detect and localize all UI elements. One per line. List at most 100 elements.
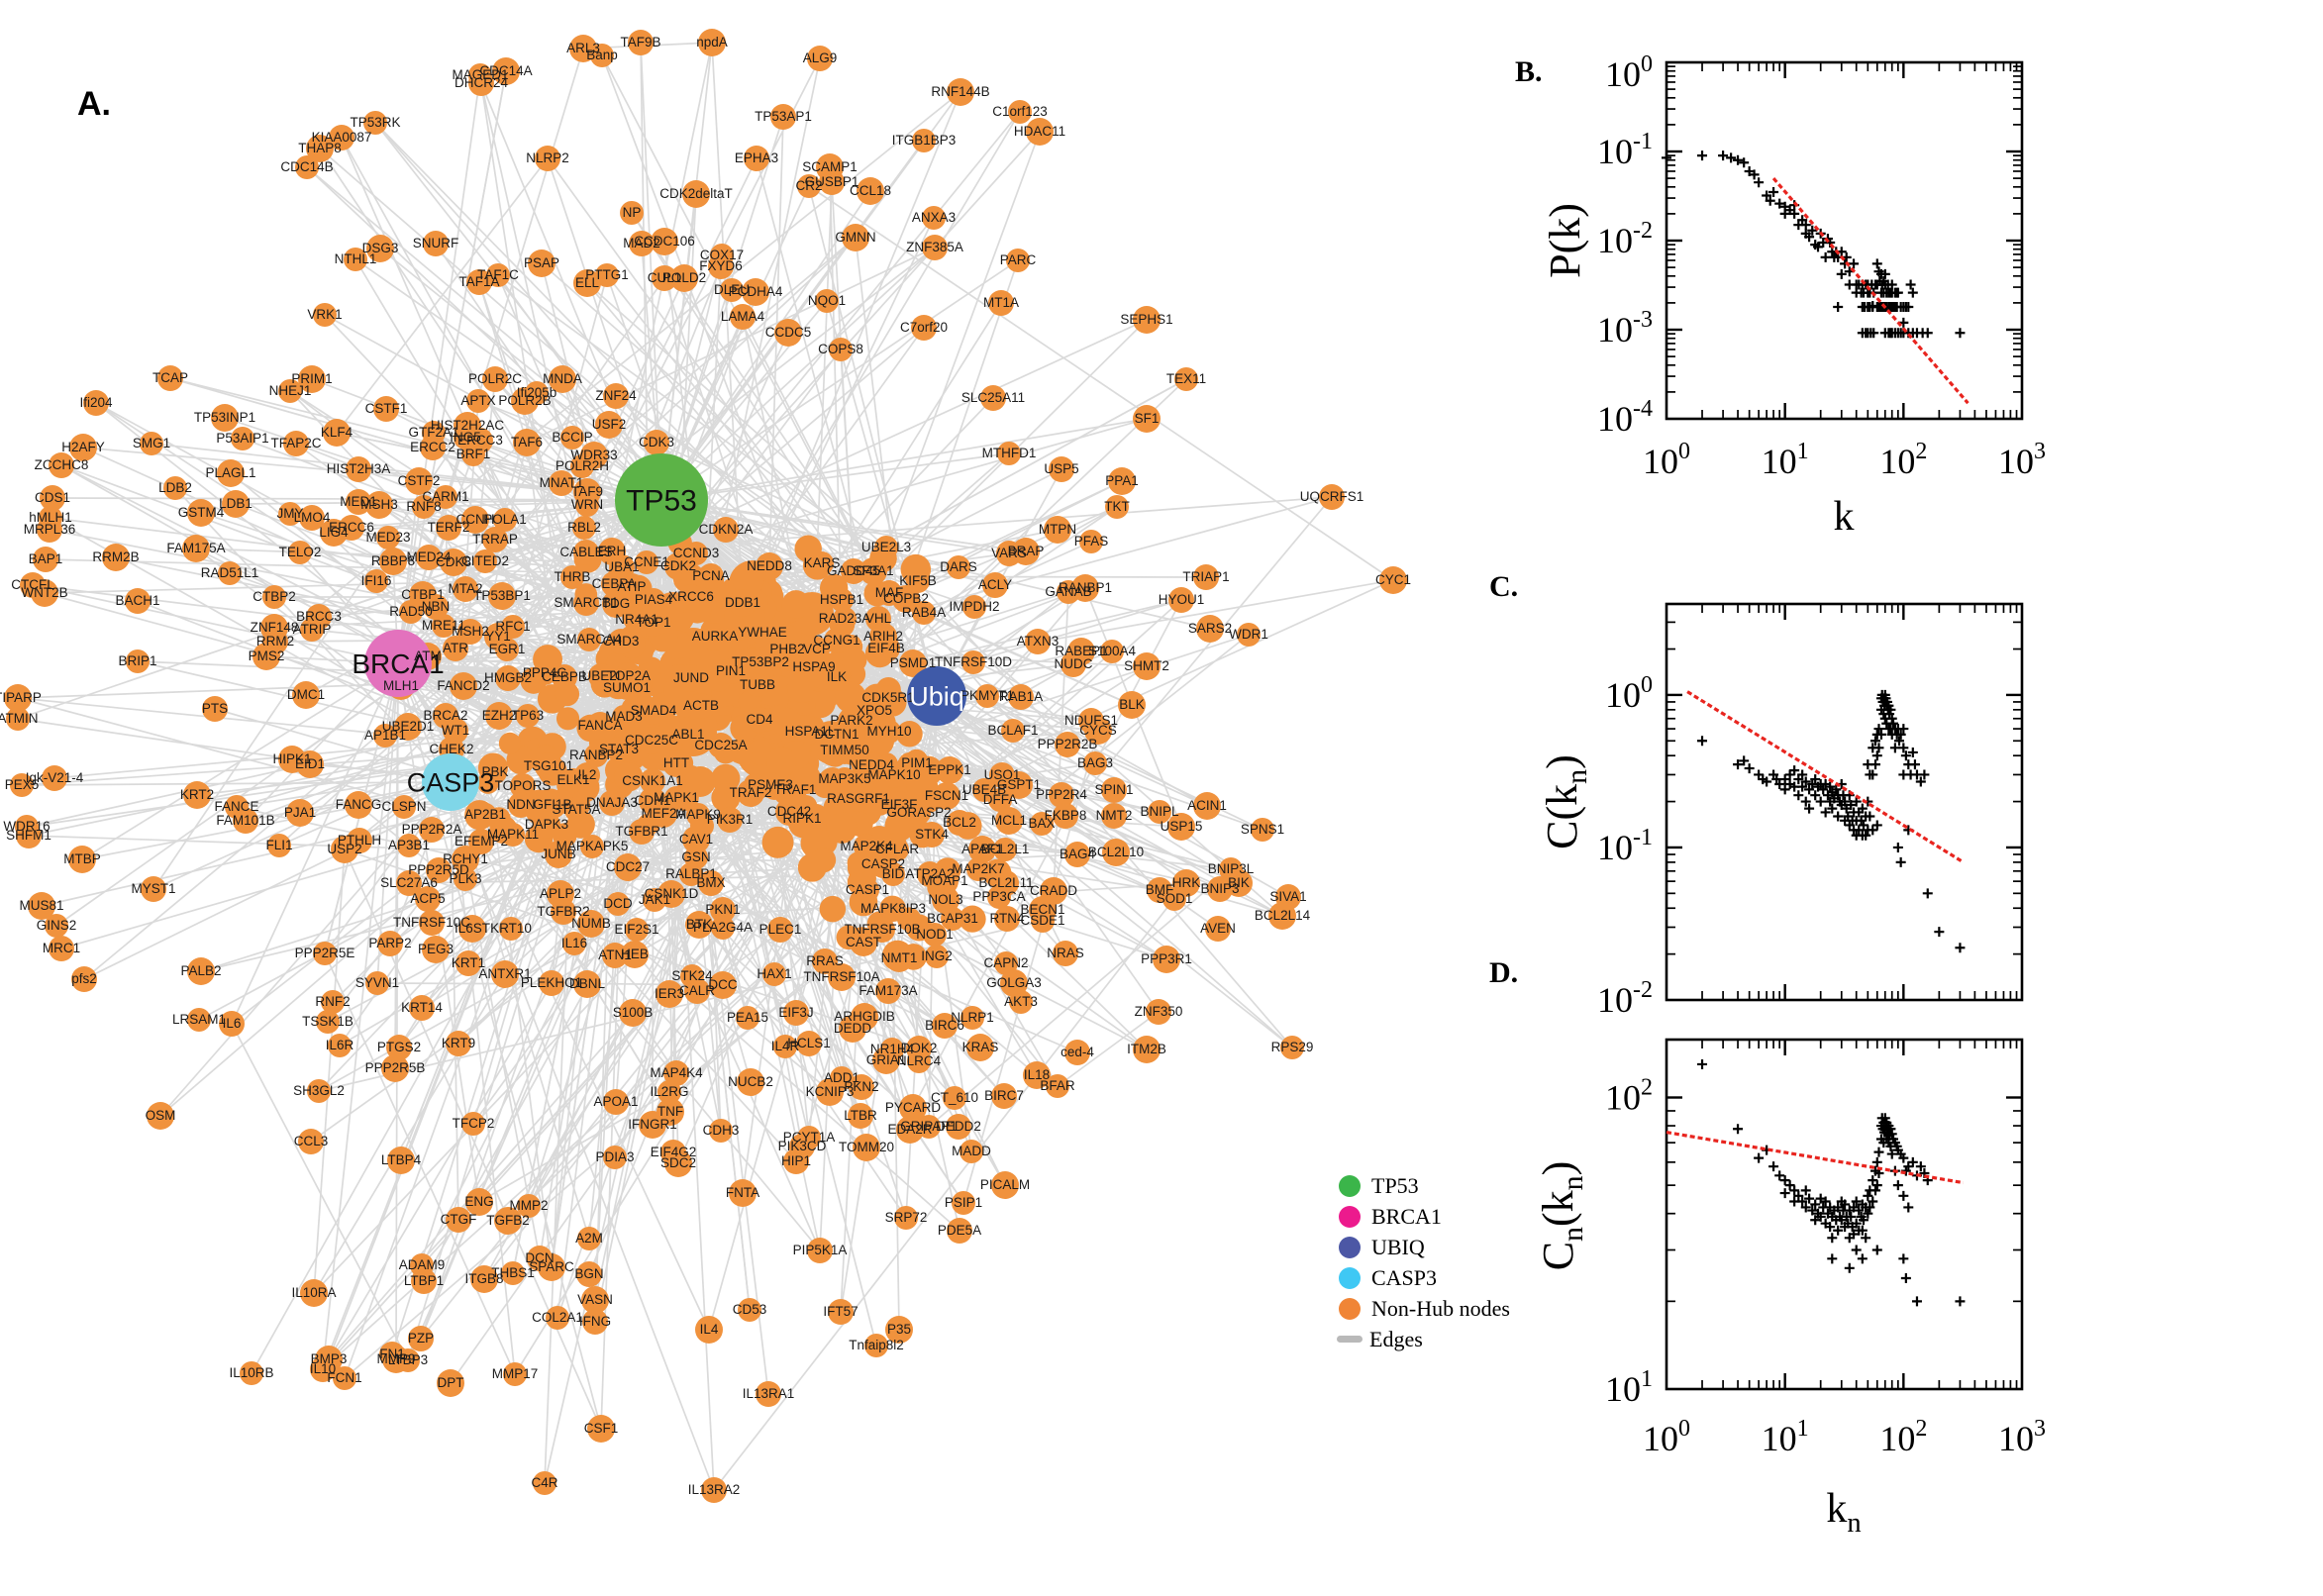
node-label: BIRC7 bbox=[984, 1088, 1024, 1103]
network-node bbox=[664, 1149, 692, 1177]
node-label: TUBB bbox=[740, 677, 775, 692]
node-label: PLA2G4A bbox=[693, 920, 753, 935]
network-node bbox=[562, 932, 586, 955]
network-node bbox=[409, 995, 435, 1021]
network-node bbox=[584, 744, 608, 767]
network-node bbox=[737, 1068, 764, 1096]
node-label: KIAA0087 bbox=[312, 130, 372, 145]
node-label: TAF9B bbox=[620, 35, 660, 50]
node-label: DARS bbox=[940, 559, 977, 574]
network-node bbox=[640, 697, 667, 725]
network-node bbox=[685, 911, 713, 939]
node-label: PBK bbox=[481, 764, 508, 779]
node-label: WDR16 bbox=[3, 819, 50, 834]
svg-text:103: 103 bbox=[1998, 439, 2046, 481]
node-label: RPS29 bbox=[1271, 1040, 1314, 1054]
node-label: CDK5R1 bbox=[861, 690, 914, 705]
network-node bbox=[492, 57, 520, 85]
node-label: TNFRSF10D bbox=[935, 654, 1012, 669]
node-label: MAP3K5 bbox=[818, 771, 870, 786]
network-node bbox=[187, 957, 215, 985]
node-label: HIST2H2AC bbox=[431, 418, 505, 433]
node-label: DLEU bbox=[714, 282, 750, 297]
network-node bbox=[298, 365, 326, 393]
node-label: MSH3 bbox=[360, 497, 398, 512]
svg-text:100: 100 bbox=[1605, 51, 1653, 94]
network-node bbox=[295, 155, 319, 179]
network-node bbox=[885, 945, 913, 972]
network-node bbox=[625, 918, 649, 942]
node-label: JMY bbox=[277, 506, 304, 521]
network-node bbox=[1031, 909, 1055, 933]
node-label: PPP3R1 bbox=[1141, 951, 1192, 966]
network-node bbox=[313, 942, 337, 965]
network-node bbox=[517, 1194, 541, 1218]
node-label: CTBP2 bbox=[252, 589, 296, 604]
node-label: HSPA1L bbox=[785, 724, 836, 739]
node-label: RTN4 bbox=[989, 911, 1025, 926]
network-node bbox=[1009, 990, 1033, 1014]
node-label: XPO5 bbox=[857, 703, 892, 718]
network-node bbox=[570, 454, 594, 478]
network-node bbox=[629, 231, 655, 256]
node-label: CSTF1 bbox=[365, 401, 408, 416]
node-label: WDR33 bbox=[570, 448, 617, 462]
node-label: SUMO1 bbox=[603, 680, 651, 695]
node-label: ANTXR1 bbox=[478, 966, 531, 981]
network-node bbox=[1001, 719, 1025, 743]
network-node bbox=[1064, 842, 1090, 867]
node-label: MED23 bbox=[365, 530, 410, 545]
node-label: PDIA3 bbox=[595, 1149, 634, 1164]
node-label: ALG9 bbox=[803, 50, 838, 65]
node-label: EIF3J bbox=[778, 1005, 813, 1020]
network-node bbox=[494, 1207, 522, 1235]
node-label: PKN2 bbox=[844, 1079, 878, 1094]
network-node bbox=[483, 760, 507, 784]
node-label: KRT1 bbox=[452, 955, 485, 970]
network-node bbox=[947, 555, 970, 579]
network-node bbox=[147, 1102, 174, 1130]
node-label: CEBPA bbox=[592, 576, 637, 591]
node-label: MOAP1 bbox=[921, 873, 967, 888]
network-node bbox=[736, 1006, 759, 1030]
node-label: RNF144B bbox=[931, 84, 989, 99]
network-node bbox=[381, 1054, 409, 1082]
node-label: CDS1 bbox=[35, 490, 70, 505]
node-label: TNFRSF10A bbox=[803, 969, 879, 984]
node-label: GORASP2 bbox=[886, 805, 951, 820]
node-label: CLSPN bbox=[381, 799, 426, 814]
network-node bbox=[458, 915, 486, 943]
node-label: IFT57 bbox=[823, 1304, 858, 1319]
node-label: ARHGDIB bbox=[834, 1009, 895, 1024]
network-node bbox=[157, 365, 183, 391]
node-label: SF3A1 bbox=[853, 563, 893, 578]
network-node bbox=[801, 654, 827, 680]
node-label: PPP2R5E bbox=[295, 946, 355, 960]
network-node bbox=[422, 936, 450, 963]
node-label: SHFM1 bbox=[6, 828, 51, 843]
network-node bbox=[533, 811, 560, 839]
node-label: FCN1 bbox=[327, 1370, 361, 1385]
node-label: CSNK1D bbox=[645, 886, 699, 901]
network-node bbox=[991, 1083, 1017, 1109]
network-node bbox=[899, 1094, 927, 1122]
node-label: PRIM1 bbox=[291, 371, 332, 386]
node-label: GINS2 bbox=[37, 918, 77, 933]
network-node bbox=[664, 552, 692, 580]
hub-label-casp3: CASP3 bbox=[407, 767, 495, 797]
network-node bbox=[738, 1298, 761, 1322]
network-node bbox=[443, 636, 468, 661]
network-node bbox=[718, 658, 744, 684]
network-nodes bbox=[4, 29, 1407, 1503]
node-label: ACIN1 bbox=[1187, 798, 1227, 813]
node-label: FAM175A bbox=[166, 541, 225, 555]
axis-ticks bbox=[1666, 604, 2022, 1000]
node-label: ANXA3 bbox=[912, 210, 956, 225]
node-label: MAPK9 bbox=[675, 807, 721, 822]
node-label: GOLGA3 bbox=[986, 975, 1042, 990]
network-node bbox=[549, 365, 576, 393]
legend-color-swatch bbox=[1339, 1297, 1361, 1320]
node-label: EDA2R bbox=[887, 1122, 932, 1137]
network-node bbox=[749, 650, 772, 674]
